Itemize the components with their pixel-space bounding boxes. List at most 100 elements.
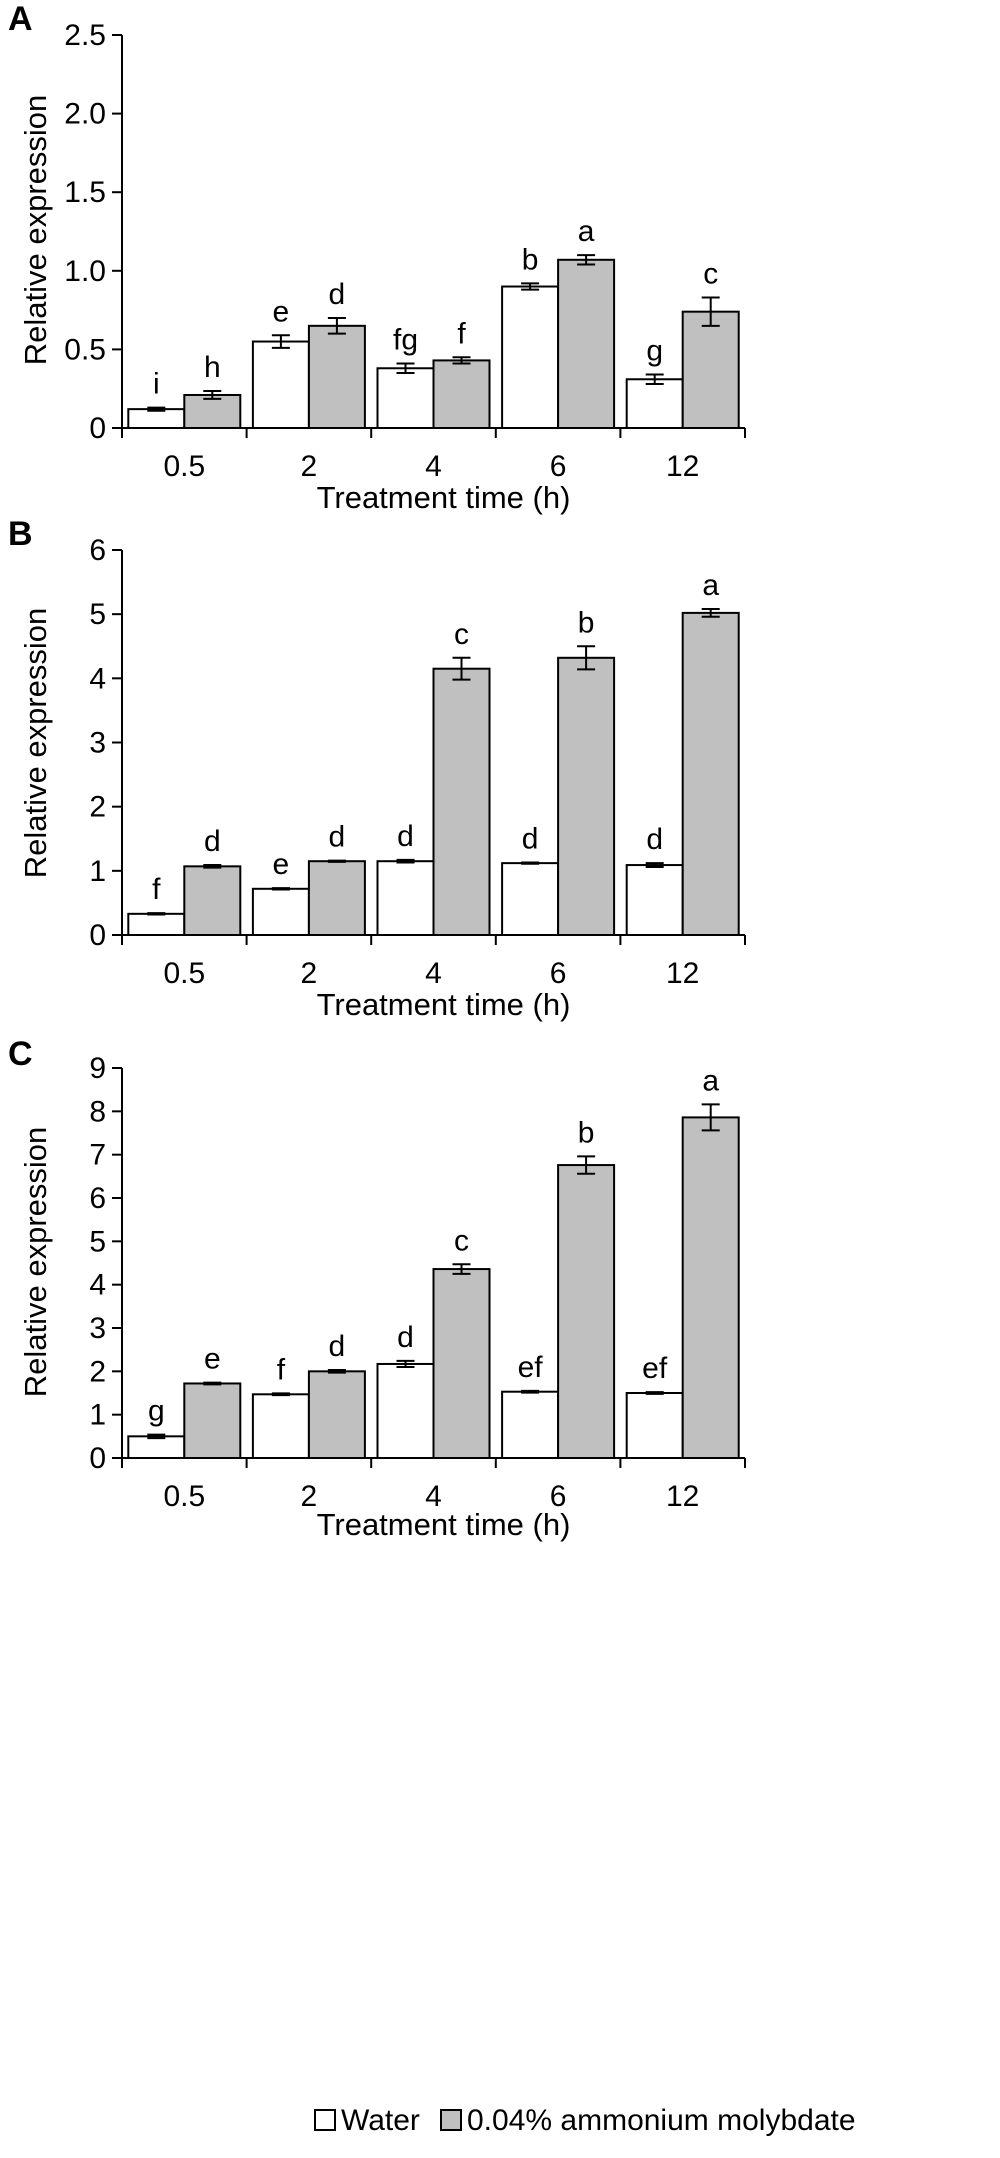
significance-label: f — [152, 873, 161, 906]
molybdate-bar — [307, 860, 366, 936]
y-tick-label: 0 — [89, 919, 106, 952]
water-bar — [251, 887, 310, 936]
significance-label: a — [702, 1064, 719, 1097]
y-tick-label: 8 — [89, 1095, 106, 1128]
y-tick-label: 3 — [89, 1312, 106, 1345]
water-bar — [127, 912, 186, 937]
significance-label: f — [277, 1353, 286, 1386]
significance-label: d — [329, 821, 346, 854]
molybdate-bar — [557, 656, 616, 936]
y-tick-label: 1.5 — [64, 176, 106, 209]
y-tick-label: 9 — [89, 1052, 106, 1085]
significance-label: ef — [642, 1352, 668, 1385]
significance-label: c — [454, 1224, 469, 1257]
y-tick-label: 6 — [89, 534, 106, 567]
molybdate-bar — [183, 865, 242, 937]
x-tick-label: 4 — [425, 1480, 442, 1513]
x-tick-label: 6 — [550, 450, 567, 483]
y-tick-label: 2.5 — [64, 19, 106, 52]
molybdate-bar — [681, 1116, 740, 1460]
molybdate-bar — [681, 611, 740, 937]
water-bar — [625, 1392, 684, 1459]
y-axis-title: Relative expression — [18, 608, 53, 879]
molybdate-bar — [307, 324, 366, 430]
significance-label: d — [329, 1330, 346, 1363]
x-tick-label: 2 — [301, 1480, 318, 1513]
x-tick-label: 2 — [301, 957, 318, 990]
significance-label: f — [457, 317, 466, 350]
y-tick-label: 2.0 — [64, 98, 106, 131]
legend-swatch — [314, 2109, 336, 2131]
water-bar — [501, 1390, 560, 1459]
water-bar — [625, 864, 684, 937]
significance-label: e — [204, 1343, 221, 1376]
molybdate-bar — [432, 359, 491, 429]
panel-label: B — [8, 515, 33, 553]
molybdate-bar — [557, 258, 616, 429]
x-tick-label: 4 — [425, 957, 442, 990]
water-bar — [376, 860, 435, 936]
water-bar — [501, 285, 560, 429]
x-axis-title: Treatment time (h) — [317, 480, 571, 515]
significance-label: g — [646, 335, 663, 368]
x-tick-label: 0.5 — [163, 1480, 205, 1513]
significance-label: c — [454, 618, 469, 651]
significance-label: b — [522, 243, 539, 276]
water-bar — [251, 1393, 310, 1460]
significance-label: d — [397, 820, 414, 853]
y-tick-label: 7 — [89, 1139, 106, 1172]
significance-label: a — [702, 569, 719, 602]
significance-label: b — [578, 606, 595, 639]
y-tick-label: 0.5 — [64, 333, 106, 366]
y-axis-title: Relative expression — [18, 95, 53, 366]
significance-label: b — [578, 1116, 595, 1149]
water-bar — [625, 378, 684, 430]
y-tick-label: 1 — [89, 1399, 106, 1432]
y-tick-label: 5 — [89, 1225, 106, 1258]
molybdate-bar — [432, 1268, 491, 1459]
molybdate-bar — [432, 667, 491, 936]
y-tick-label: 3 — [89, 727, 106, 760]
x-axis-title: Treatment time (h) — [317, 987, 571, 1022]
significance-label: fg — [393, 324, 418, 357]
x-tick-label: 2 — [301, 450, 318, 483]
legend: Water 0.04% ammonium molybdate — [314, 2104, 856, 2137]
y-tick-label: 2 — [89, 791, 106, 824]
molybdate-bar — [557, 1164, 616, 1459]
molybdate-bar — [183, 1382, 242, 1460]
x-tick-label: 12 — [666, 957, 699, 990]
significance-label: e — [273, 295, 290, 328]
significance-label: i — [153, 368, 160, 401]
significance-label: a — [578, 215, 595, 248]
significance-label: d — [204, 825, 221, 858]
panel-label: A — [8, 0, 33, 38]
molybdate-bar — [681, 310, 740, 429]
molybdate-bar — [183, 393, 242, 430]
significance-label: d — [329, 278, 346, 311]
significance-label: d — [646, 823, 663, 856]
chart-panel-c: C01234567890.5ge2fd4dc6efb12efaTreatment… — [8, 1035, 746, 1542]
legend-label: Water — [341, 2104, 420, 2137]
legend-swatch — [440, 2109, 462, 2131]
y-axis-title: Relative expression — [18, 1127, 53, 1398]
x-tick-label: 12 — [666, 450, 699, 483]
water-bar — [501, 862, 560, 937]
x-tick-label: 6 — [550, 957, 567, 990]
legend-label: 0.04% ammonium molybdate — [467, 2104, 856, 2137]
panel-label: C — [8, 1035, 33, 1073]
y-tick-label: 0 — [89, 1442, 106, 1475]
chart-panel-a: A 0 0.5 1.0 1.5 2.0 2.5 0.5 i h 2 e d 4 fg f 6 b a 12 g c Trea… — [8, 0, 746, 515]
significance-label: ef — [518, 1351, 544, 1384]
significance-label: d — [522, 822, 539, 855]
significance-label: h — [204, 351, 221, 384]
y-tick-label: 0 — [89, 412, 106, 445]
y-tick-label: 5 — [89, 598, 106, 631]
water-bar — [251, 340, 310, 430]
x-axis-title: Treatment time (h) — [317, 1507, 571, 1542]
significance-label: c — [703, 258, 718, 291]
significance-label: e — [273, 848, 290, 881]
y-tick-label: 2 — [89, 1355, 106, 1388]
significance-label: g — [148, 1395, 165, 1428]
